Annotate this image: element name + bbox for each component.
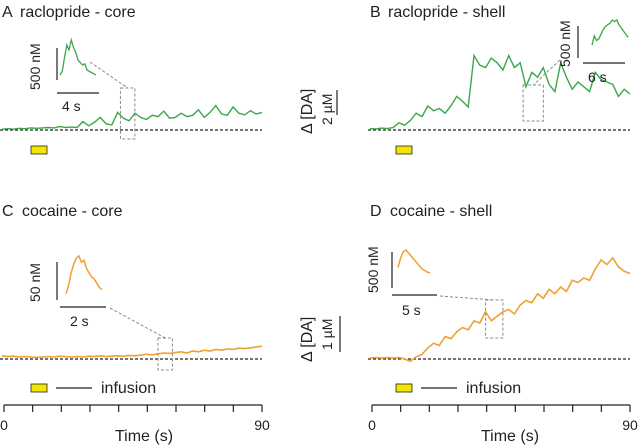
inset-a-x-scalebar-label: 4 s [62,98,81,114]
panel-b-title: B raclopride - shell [370,4,505,21]
legend-c-infusion-label: infusion [101,380,156,397]
panel-d-main-scalebar-label: 1 µM [319,319,335,350]
panel-b-letter: B [370,4,381,21]
panel-b-name: raclopride - shell [388,4,505,21]
inset-trace-c [65,254,103,295]
infusion-marker-b [395,145,413,155]
connector-line-b [532,59,561,86]
panel-b-axis-label: Δ [DA] [299,89,316,134]
panel-c-title: C cocaine - core [2,203,123,220]
inset-trace-d [397,249,431,274]
panel-a-letter: A [2,4,13,21]
trace-cocaine-core [1,345,263,359]
connector-line-c [109,307,166,339]
inset-c-x-scalebar-label: 2 s [70,313,89,329]
inset-trace-a [59,37,97,76]
infusion-marker-d [395,383,413,393]
trace-raclopride-core [1,104,263,130]
panel-d-name: cocaine - shell [390,203,492,220]
inset-d-x-scalebar-label: 5 s [402,302,421,318]
panel-c-name: cocaine - core [22,203,123,220]
inset-d-y-scalebar-label: 500 nM [365,246,381,293]
inset-b-x-scalebar-label: 6 s [588,69,607,85]
inset-b-y-scalebar-label: 500 nM [557,20,573,67]
x-axis-ticks-right [371,405,631,412]
infusion-marker-a [30,145,48,155]
x-tick-label-right-0: 0 [368,417,376,433]
connector-line-d [439,295,495,301]
x-tick-label-left-0: 0 [0,417,8,433]
x-tick-label-right-90: 90 [622,417,638,433]
infusion-marker-c [30,383,48,393]
x-axis-left: 0 90 Time (s) [0,404,270,445]
panel-a-title: A raclopride - core [2,4,136,21]
trace-cocaine-shell [369,256,631,363]
x-axis-label-left: Time (s) [115,428,173,445]
zoom-window-b [522,84,544,122]
inset-c-y-scalebar-label: 50 nM [27,263,43,302]
zoom-window-a [119,87,136,140]
panel-a-name: raclopride - core [20,4,136,21]
trace-raclopride-shell [369,53,631,130]
inset-a-y-scalebar-label: 500 nM [27,43,43,90]
connector-line-a [89,61,128,89]
panel-c-letter: C [2,203,14,220]
x-axis-right: 0 90 Time (s) [368,404,638,445]
zoom-window-d [485,299,504,339]
panel-d-axis-label: Δ [DA] [299,317,316,362]
panel-b-main-scalebar-label: 2 µM [319,94,335,125]
panel-d-letter: D [370,203,382,220]
legend-d-infusion-label: infusion [466,380,521,397]
x-tick-label-left-90: 90 [254,417,270,433]
panel-d-title: D cocaine - shell [370,203,492,220]
inset-trace-b [591,19,629,46]
x-axis-ticks-left [3,405,263,412]
x-axis-label-right: Time (s) [481,428,539,445]
